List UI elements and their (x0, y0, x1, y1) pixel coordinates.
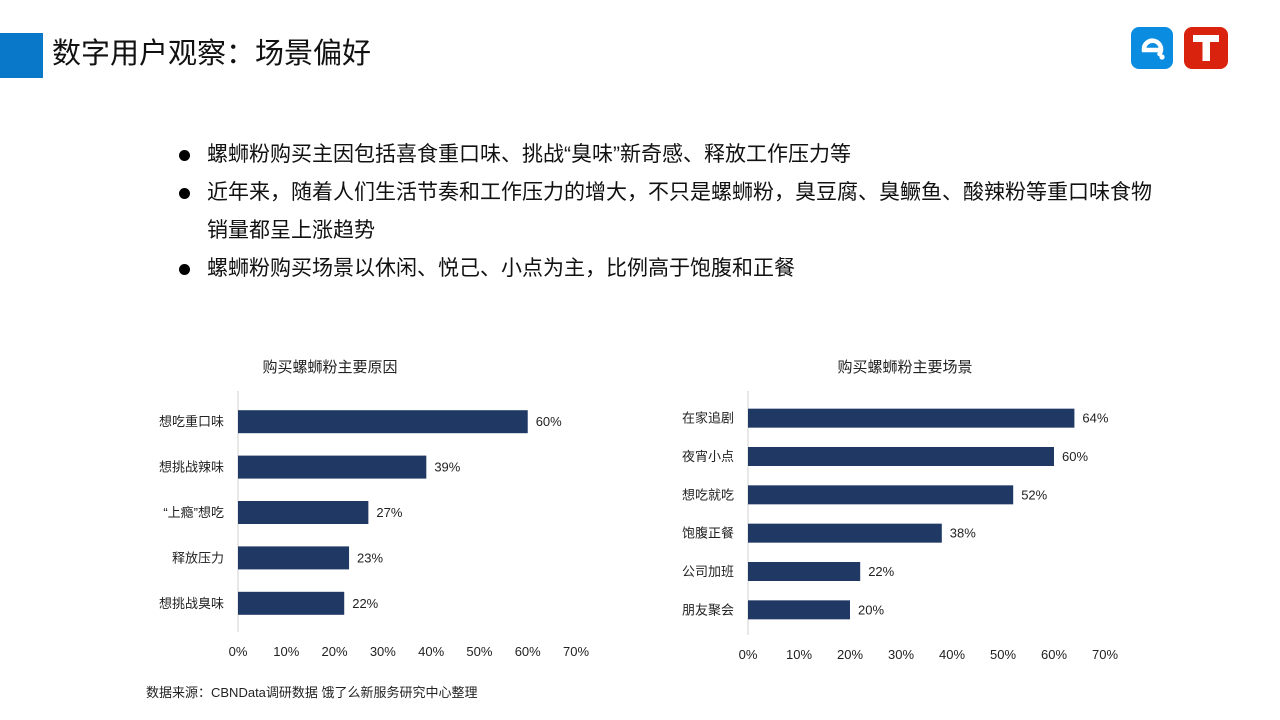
data-label: 20% (858, 602, 884, 617)
data-label: 22% (868, 564, 894, 579)
eleme-logo-icon (1131, 27, 1173, 69)
x-tick-label: 0% (229, 644, 248, 659)
data-label: 38% (950, 526, 976, 541)
scenes-bar-chart: 购买螺蛳粉主要场景在家追剧 64% 夜宵小点 60% 想吃就吃 52% 饱腹正餐 38% 公司加… (670, 350, 1160, 670)
category-label: “上瘾”想吃 (163, 505, 224, 520)
bar (748, 600, 850, 620)
category-label: 想挑战臭味 (159, 596, 224, 611)
page-title: 数字用户观察：场景偏好 (52, 38, 372, 70)
x-tick-label: 50% (466, 644, 492, 659)
bar (238, 455, 427, 479)
x-tick-label: 60% (1041, 647, 1067, 662)
category-label: 想挑战辣味 (159, 460, 224, 475)
x-tick-label: 20% (322, 644, 348, 659)
data-label: 22% (352, 596, 378, 611)
x-tick-label: 70% (1092, 647, 1118, 662)
title-accent-bar (0, 33, 43, 78)
data-label: 64% (1082, 411, 1108, 426)
bar (238, 546, 350, 570)
category-label: 夜宵小点 (682, 449, 734, 464)
bullet-item: 近年来，随着人们生活节奏和工作压力的增大，不只是螺蛳粉，臭豆腐、臭鳜鱼、酸辣粉等… (175, 174, 1155, 250)
x-tick-label: 40% (939, 647, 965, 662)
category-label: 在家追剧 (682, 411, 734, 426)
key-findings-list: 螺蛳粉购买主因包括喜食重口味、挑战“臭味”新奇感、释放工作压力等 近年来，随着人… (175, 136, 1155, 288)
bar (748, 408, 1075, 428)
data-label: 23% (357, 550, 383, 565)
t-logo-icon (1184, 27, 1228, 69)
category-label: 饱腹正餐 (682, 526, 734, 541)
x-tick-label: 20% (837, 647, 863, 662)
data-label: 60% (536, 414, 562, 429)
category-label: 公司加班 (682, 564, 734, 579)
bar (238, 501, 369, 524)
data-label: 52% (1021, 487, 1047, 502)
data-label: 60% (1062, 449, 1088, 464)
category-label: 释放压力 (172, 550, 224, 565)
category-label: 朋友聚会 (682, 602, 734, 617)
x-tick-label: 50% (990, 647, 1016, 662)
bullet-item: 螺蛳粉购买主因包括喜食重口味、挑战“臭味”新奇感、释放工作压力等 (175, 136, 1155, 174)
bar (748, 523, 942, 543)
bar (748, 447, 1054, 466)
x-tick-label: 10% (273, 644, 299, 659)
chart-title: 购买螺蛳粉主要场景 (837, 359, 972, 376)
bar (748, 562, 861, 581)
bar (748, 485, 1014, 505)
x-tick-label: 30% (888, 647, 914, 662)
category-label: 想吃就吃 (682, 487, 734, 502)
data-label: 39% (434, 460, 460, 475)
bar (238, 410, 528, 434)
x-tick-label: 70% (563, 644, 589, 659)
bar (238, 591, 345, 615)
x-tick-label: 60% (515, 644, 541, 659)
chart-title: 购买螺蛳粉主要原因 (262, 359, 397, 376)
x-tick-label: 40% (418, 644, 444, 659)
category-label: 想吃重口味 (159, 414, 224, 429)
reasons-bar-chart: 购买螺蛳粉主要原因想吃重口味 60% 想挑战辣味 39% “上瘾”想吃 27% 释放压力 23… (140, 350, 630, 670)
x-tick-label: 10% (786, 647, 812, 662)
data-source-note: 数据来源：CBNData调研数据 饿了么新服务研究中心整理 (146, 685, 478, 700)
bullet-item: 螺蛳粉购买场景以休闲、悦己、小点为主，比例高于饱腹和正餐 (175, 250, 1155, 288)
x-tick-label: 0% (739, 647, 758, 662)
data-label: 27% (376, 505, 402, 520)
x-tick-label: 30% (370, 644, 396, 659)
